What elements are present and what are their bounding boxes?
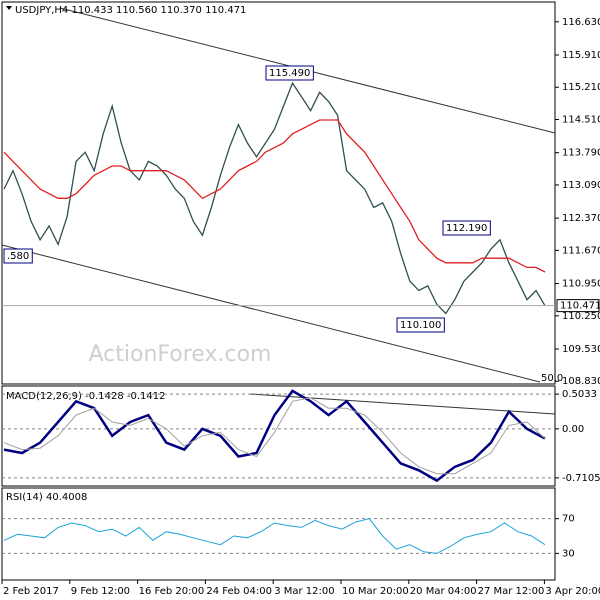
annotation-box: [3, 248, 33, 264]
annotation-box: [396, 317, 445, 333]
y-tick-label: 115.210: [562, 82, 600, 93]
menu-arrow: [6, 6, 12, 10]
channel-lower: [1, 244, 541, 383]
price-panel: [1, 1, 556, 385]
series-line: [3, 389, 546, 483]
y-tick-label: 113.790: [562, 148, 600, 159]
y-tick-label: 70: [562, 514, 575, 525]
rsi-title: RSI(14) 40.4008: [6, 492, 87, 503]
x-tick-label: 9 Feb 12:00: [71, 586, 130, 597]
y-tick-label: 111.670: [562, 245, 600, 256]
x-tick-label: 3 Apr 20:00: [545, 586, 600, 597]
y-tick-label: 116.630: [562, 17, 600, 28]
macd-panel: [1, 385, 556, 487]
annotation: 112.190: [446, 223, 487, 234]
last-price-label: 110.471: [560, 301, 600, 312]
price-title: USDJPY,H4 110.433 110.560 110.370 110.47…: [15, 5, 246, 16]
y-tick-label: 112.370: [562, 213, 600, 224]
y-tick-label: 0.5033: [562, 389, 597, 400]
x-tick-label: 2 Feb 2017: [3, 586, 59, 597]
x-tick-label: 10 Mar 20:00: [342, 586, 409, 597]
y-tick-label: 115.910: [562, 50, 600, 61]
x-tick-label: 3 Mar 12:00: [274, 586, 334, 597]
series-line: [3, 518, 546, 554]
y-tick-label: 113.090: [562, 180, 600, 191]
x-tick-label: 24 Feb 04:00: [206, 586, 272, 597]
watermark: ActionForex.com: [89, 342, 272, 367]
y-tick-label: 0.00: [562, 424, 584, 435]
y-tick-label: 114.510: [562, 115, 600, 126]
annotation: 50.0: [541, 373, 563, 384]
y-tick-label: -0.7105: [562, 473, 600, 484]
x-tick-label: 20 Mar 04:00: [410, 586, 477, 597]
y-tick-label: 109.530: [562, 344, 600, 355]
annotation: .580: [7, 251, 29, 262]
annotation: 115.490: [269, 68, 310, 79]
series-line: [3, 81, 546, 315]
rsi-panel: [1, 487, 556, 581]
y-tick-label: 110.950: [562, 279, 600, 290]
x-tick-label: 27 Mar 12:00: [478, 586, 545, 597]
annotation-box: [442, 220, 491, 236]
annotation-box: [265, 65, 314, 81]
x-tick-label: 16 Feb 20:00: [139, 586, 205, 597]
macd-trendline: [249, 393, 556, 415]
annotation: 110.100: [400, 320, 441, 331]
y-tick-label: 110.250: [562, 311, 600, 322]
series-line: [3, 397, 546, 475]
last-price-box: [556, 299, 600, 313]
y-tick-label: 108.830: [562, 376, 600, 387]
macd-title: MACD(12,26,9) -0.1428 -0.1412: [6, 391, 166, 402]
y-tick-label: 30: [562, 548, 575, 559]
series-line: [3, 119, 546, 273]
